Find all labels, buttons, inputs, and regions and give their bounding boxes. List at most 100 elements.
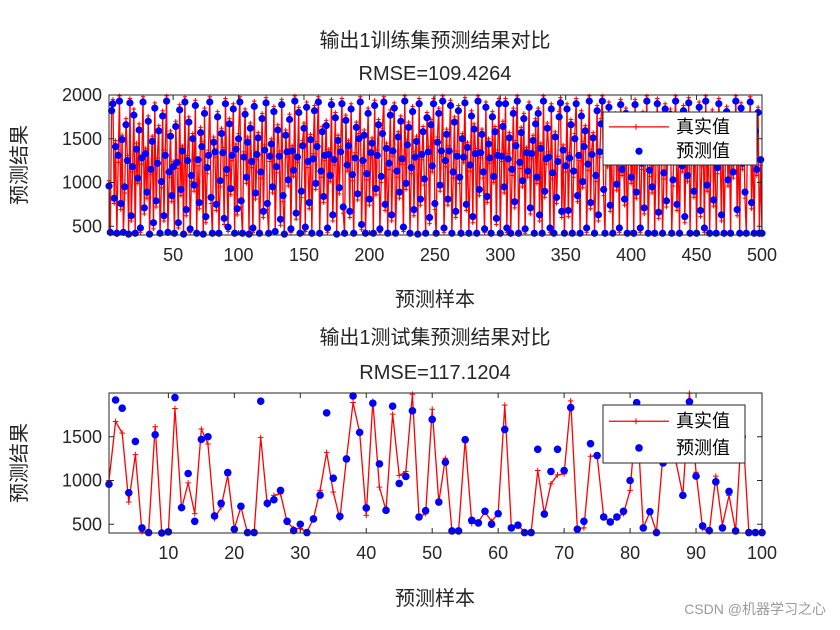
train-pred-point [350,229,358,237]
train-pred-point [655,208,663,216]
train-pred-point [428,162,436,170]
train-true-marker [292,93,298,99]
train-pred-point [618,165,626,173]
train-pred-point [592,171,600,180]
train-true-marker [347,215,352,220]
train-true-marker [618,97,623,102]
train-true-marker [211,134,216,140]
train-true-marker [502,190,507,196]
train-true-marker [314,139,320,144]
train-pred-point [414,230,422,238]
train-true-marker [465,140,470,145]
train-true-marker [416,96,422,101]
train-pred-point [363,170,371,178]
test-pred-point [698,522,707,530]
train-pred-point [492,214,500,222]
train-true-marker [448,98,453,103]
train-pred-point [706,229,714,237]
train-pred-point [554,157,562,166]
train-pred-point [322,122,330,130]
train-true-marker [456,103,461,108]
train-true-marker [755,105,761,110]
train-true-marker [538,140,544,146]
train-true-marker [373,192,379,197]
train-pred-point [412,137,421,145]
test-pred-point [237,502,245,511]
train-true-marker [229,158,235,163]
watermark: CSDN @机器学习之心 [684,601,826,617]
train-true-marker [716,96,722,101]
train-pred-point [359,157,367,165]
train-pred-point [563,105,571,113]
train-true-marker [479,126,485,132]
train-pred-point [398,155,406,163]
train-pred-point [488,113,497,121]
train-pred-point [250,102,258,110]
train-pred-point [538,229,546,237]
train-true-marker [576,158,581,163]
train-true-marker [715,171,720,176]
test-pred-point [329,474,338,482]
test-xtick-label: 10 [158,543,178,563]
train-true-marker [439,154,444,159]
test-true-marker [389,411,396,417]
train-true-marker [583,123,588,128]
train-pred-point [271,227,279,236]
train-true-marker [524,145,529,150]
train-true-marker [566,214,571,219]
train-pred-point [483,192,491,201]
train-pred-point [675,229,684,237]
train-pred-point [325,150,333,159]
train-true-marker [606,99,612,105]
train-pred-point [242,173,251,181]
test-true-marker [534,467,541,474]
train-true-marker [280,199,286,204]
train-pred-point [122,121,130,129]
train-true-marker [343,112,349,118]
test-pred-point [204,432,212,441]
test-xtick-label: 30 [290,543,310,563]
train-pred-point [673,200,681,208]
train-true-marker [191,189,197,194]
train-pred-point [715,100,723,108]
train-pred-point [662,197,671,205]
train-true-marker [215,109,220,114]
train-pred-point [391,229,400,237]
train-true-marker [384,140,389,146]
train-pred-point [559,146,567,154]
test-pred-point [573,525,582,534]
test-pred-point [646,507,654,516]
train-true-marker [405,137,410,142]
train-pred-point [525,103,533,111]
train-pred-point [452,207,460,215]
train-pred-point [419,128,427,136]
train-true-marker [356,131,362,136]
train-pred-point [132,145,141,153]
train-true-marker [513,138,519,143]
train-pred-point [238,229,247,237]
train-pred-point [617,101,625,109]
train-pred-point [703,181,711,189]
test-true-marker [554,472,561,478]
train-true-marker [160,108,165,113]
train-true-marker [457,181,462,186]
train-pred-point [732,97,740,105]
train-pred-point [240,153,248,161]
test-pred-point [316,491,324,499]
train-pred-point [514,229,523,237]
train-true-marker [161,218,167,224]
train-pred-point [199,230,207,238]
train-pred-point [585,97,593,105]
train-pred-point [241,110,249,118]
train-true-marker [190,131,195,136]
train-pred-point [296,229,304,237]
train-true-marker [396,129,401,134]
train-pred-point [432,229,440,237]
train-pred-point [147,165,155,173]
train-pred-point [454,107,463,115]
test-pred-point [448,527,456,535]
train-pred-point [747,199,756,207]
train-pred-point [474,97,482,105]
train-true-marker [142,211,147,217]
test-pred-point [712,478,720,486]
